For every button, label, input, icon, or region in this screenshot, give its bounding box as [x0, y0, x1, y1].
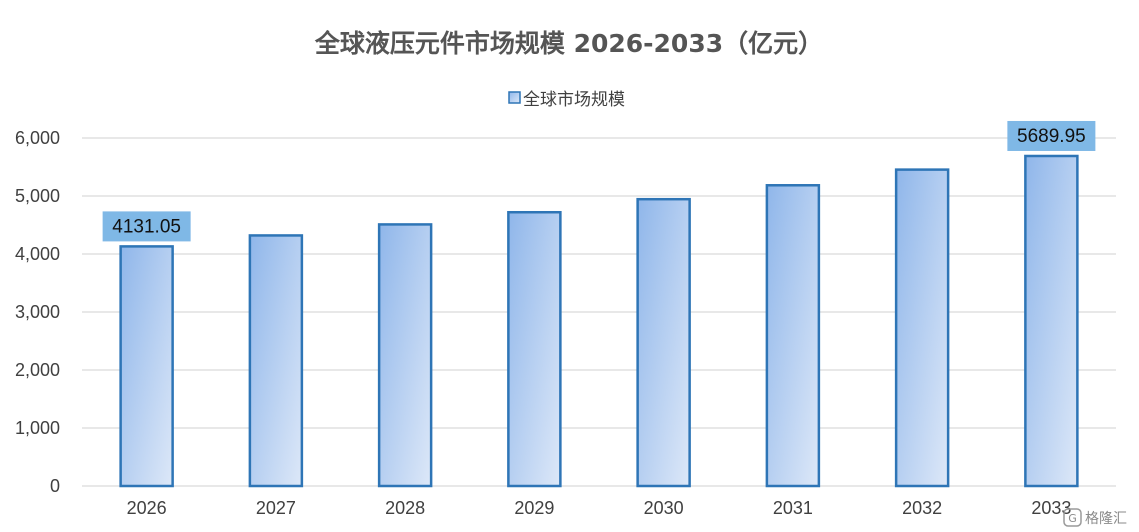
watermark-logo-glyph: G — [1068, 512, 1077, 525]
data-labels: 4131.05 5689.95 — [102, 120, 1096, 242]
watermark-logo-icon — [1063, 508, 1082, 527]
data-label: 4131.05 — [112, 216, 181, 237]
bar — [1024, 154, 1079, 488]
data-label-box — [102, 211, 191, 242]
y-tick-label: 3,000 — [15, 302, 60, 322]
y-tick-label: 2,000 — [15, 360, 60, 380]
x-axis-ticks: 2026 2027 2028 2029 2030 2031 2032 2033 — [127, 498, 1072, 518]
x-tick-label: 2032 — [902, 498, 942, 518]
bar — [119, 245, 174, 488]
gridlines — [82, 137, 1116, 487]
bar — [894, 168, 950, 488]
bar — [507, 210, 562, 488]
y-tick-label: 1,000 — [15, 418, 60, 438]
bar — [248, 234, 304, 488]
x-tick-label: 2027 — [256, 498, 296, 518]
bar — [636, 197, 691, 488]
x-tick-label: 2030 — [644, 498, 684, 518]
x-tick-label: 2026 — [127, 498, 167, 518]
bars — [119, 154, 1079, 488]
y-tick-label: 0 — [50, 476, 60, 496]
x-tick-label: 2028 — [385, 498, 425, 518]
x-tick-label: 2033 — [1031, 498, 1071, 518]
y-tick-label: 4,000 — [15, 244, 60, 264]
legend-label: 全球市场规模 — [523, 90, 625, 110]
legend: 全球市场规模 — [508, 90, 625, 110]
watermark-text: 格隆汇 — [1085, 511, 1127, 527]
y-tick-label: 6,000 — [15, 128, 60, 148]
legend-swatch — [508, 91, 521, 104]
watermark: G 格隆汇 — [1063, 508, 1127, 527]
data-label-box — [1007, 120, 1096, 151]
chart-title: 全球液压元件市场规模 2026-2033（亿元） — [314, 29, 823, 58]
x-tick-label: 2029 — [514, 498, 554, 518]
data-label: 5689.95 — [1017, 126, 1086, 147]
y-tick-label: 5,000 — [15, 186, 60, 206]
y-axis-ticks: 0 1,000 2,000 3,000 4,000 5,000 6,000 — [15, 128, 60, 496]
bar — [377, 223, 433, 488]
bar — [765, 184, 821, 488]
x-tick-label: 2031 — [773, 498, 813, 518]
